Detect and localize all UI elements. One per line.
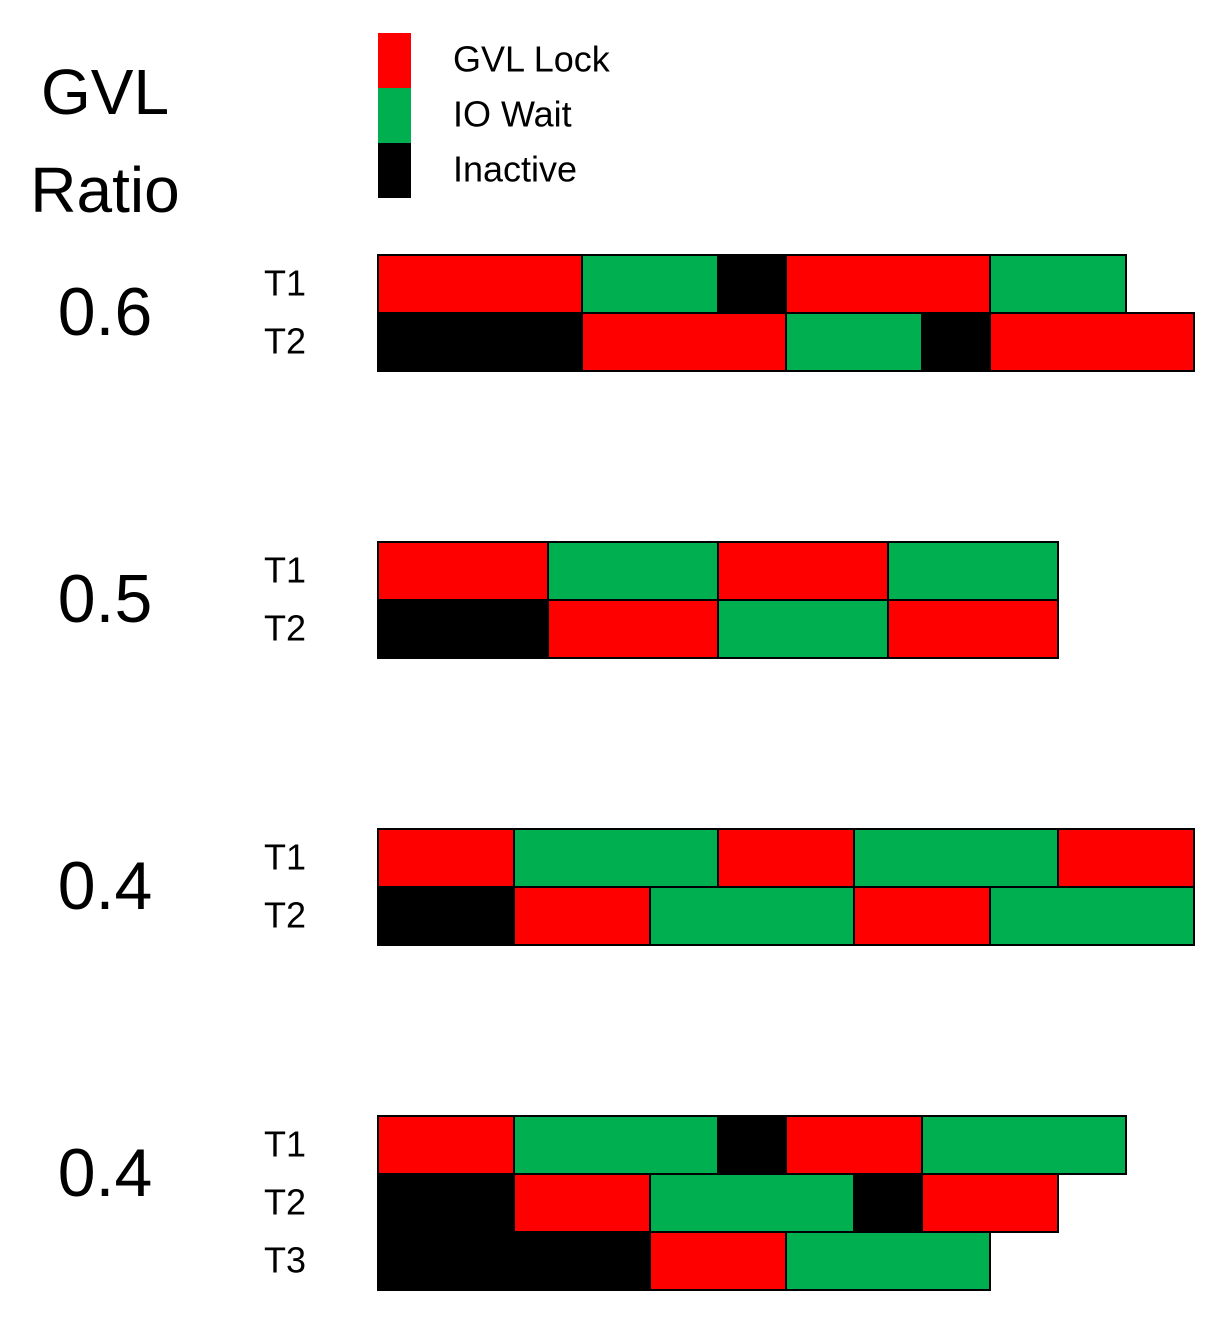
legend-label: IO Wait xyxy=(453,94,572,135)
segment xyxy=(853,886,991,946)
thread-label: T1 xyxy=(264,1124,306,1165)
segment xyxy=(377,599,549,659)
segment xyxy=(887,541,1059,601)
ratio-label: 0.4 xyxy=(58,1135,153,1211)
legend-swatch xyxy=(378,143,411,198)
ratio-label: 0.4 xyxy=(58,848,153,924)
segment xyxy=(717,599,889,659)
thread-label: T1 xyxy=(264,837,306,878)
thread-label: T1 xyxy=(264,263,306,304)
segment xyxy=(649,1231,787,1291)
thread-label: T2 xyxy=(264,1182,306,1223)
segment xyxy=(581,254,719,314)
segment xyxy=(717,1115,787,1175)
segment xyxy=(717,254,787,314)
segment xyxy=(377,1115,515,1175)
segment xyxy=(513,1173,651,1233)
segment xyxy=(377,828,515,888)
segment xyxy=(989,254,1127,314)
segment xyxy=(377,312,583,372)
segment xyxy=(377,886,515,946)
thread-label: T3 xyxy=(264,1240,306,1281)
segment xyxy=(377,254,583,314)
segment xyxy=(547,599,719,659)
title-line: GVL xyxy=(41,56,169,128)
segment xyxy=(785,254,991,314)
segment xyxy=(921,1173,1059,1233)
segment xyxy=(853,1173,923,1233)
segment xyxy=(1057,828,1195,888)
segment xyxy=(377,1231,651,1291)
segment xyxy=(547,541,719,601)
segment xyxy=(717,541,889,601)
thread-label: T1 xyxy=(264,550,306,591)
segment xyxy=(989,886,1195,946)
segment xyxy=(513,828,719,888)
segment xyxy=(989,312,1195,372)
thread-label: T2 xyxy=(264,321,306,362)
segment xyxy=(853,828,1059,888)
segment xyxy=(921,312,991,372)
segment xyxy=(513,1115,719,1175)
segment xyxy=(581,312,787,372)
legend-swatch xyxy=(378,88,411,143)
ratio-label: 0.5 xyxy=(58,561,153,637)
ratio-label: 0.6 xyxy=(58,274,153,350)
segment xyxy=(785,1115,923,1175)
segment xyxy=(887,599,1059,659)
segment xyxy=(717,828,855,888)
legend-label: Inactive xyxy=(453,149,577,190)
segment xyxy=(649,1173,855,1233)
segment xyxy=(649,886,855,946)
segment xyxy=(377,1173,515,1233)
title-line: Ratio xyxy=(30,154,179,226)
segment xyxy=(513,886,651,946)
segment xyxy=(785,312,923,372)
segment xyxy=(785,1231,991,1291)
thread-label: T2 xyxy=(264,895,306,936)
segment xyxy=(377,541,549,601)
thread-label: T2 xyxy=(264,608,306,649)
segment xyxy=(921,1115,1127,1175)
legend-label: GVL Lock xyxy=(453,39,611,80)
legend-swatch xyxy=(378,33,411,88)
